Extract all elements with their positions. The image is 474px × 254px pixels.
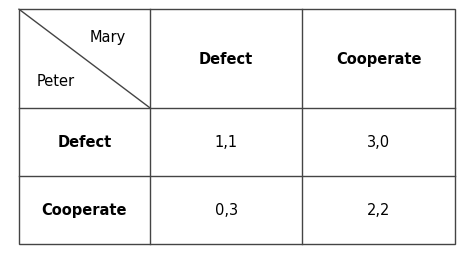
Text: Cooperate: Cooperate	[42, 202, 127, 217]
Text: 2,2: 2,2	[367, 202, 391, 217]
Text: 3,0: 3,0	[367, 135, 390, 150]
Text: Mary: Mary	[90, 30, 126, 45]
Text: Defect: Defect	[57, 135, 111, 150]
Text: Cooperate: Cooperate	[336, 52, 421, 67]
Text: Defect: Defect	[199, 52, 253, 67]
Text: Peter: Peter	[36, 73, 74, 88]
Text: 1,1: 1,1	[215, 135, 237, 150]
Text: 0,3: 0,3	[215, 202, 237, 217]
